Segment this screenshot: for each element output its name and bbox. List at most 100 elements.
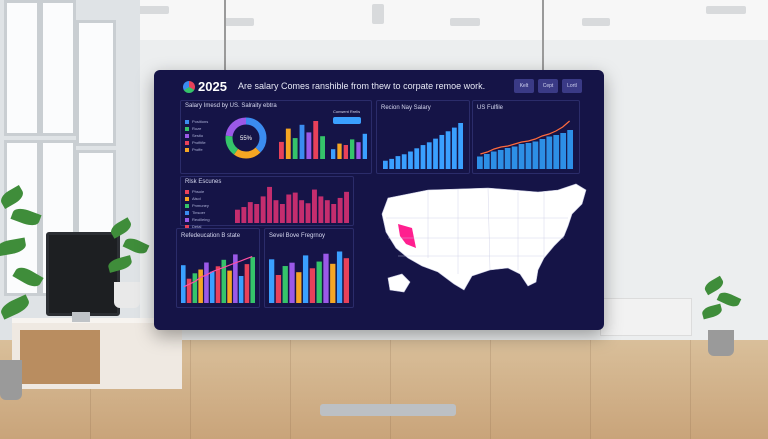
bar xyxy=(181,265,186,303)
bar xyxy=(483,154,490,169)
brand-logo-icon xyxy=(183,81,195,93)
bar xyxy=(395,156,401,169)
bar xyxy=(546,136,553,169)
legend-item: Tinsoer xyxy=(185,210,205,215)
cabinet xyxy=(600,298,692,336)
panel-refedcation: Refedeucation B state xyxy=(176,228,260,308)
us-mainland-shape xyxy=(381,183,587,291)
ceiling-light xyxy=(224,18,254,26)
bar xyxy=(286,194,292,223)
bar xyxy=(233,254,238,303)
header-button-cept[interactable]: Cept xyxy=(538,79,558,93)
bar xyxy=(504,148,511,169)
bar xyxy=(312,189,317,223)
panel-title: Refedeucation B state xyxy=(181,233,241,239)
panel-us-map xyxy=(360,176,600,312)
bar xyxy=(343,258,349,303)
legend-label: Sestio xyxy=(192,133,204,138)
bar xyxy=(316,261,322,303)
bar xyxy=(408,151,413,169)
monitor-stand xyxy=(72,312,90,322)
bar xyxy=(344,191,349,223)
bar xyxy=(306,132,312,159)
bar xyxy=(331,204,337,223)
ceiling-light xyxy=(706,6,746,14)
bar xyxy=(282,266,288,303)
bar xyxy=(305,203,311,223)
ceiling-light xyxy=(582,18,610,26)
panel-title: Salary Imesd by US. Salraity ebtra xyxy=(185,103,277,109)
bar xyxy=(553,135,560,169)
bar xyxy=(518,144,525,169)
bar-chart xyxy=(269,251,349,303)
panel-title: US Fulfile xyxy=(477,105,504,111)
bar xyxy=(309,268,316,303)
bar xyxy=(511,146,518,169)
legend-item: Pnmuney xyxy=(185,203,209,208)
legend-label: Alsol xyxy=(192,196,201,201)
legend-item: Alsol xyxy=(185,196,201,201)
bar xyxy=(254,204,260,223)
legend-swatch xyxy=(185,140,189,145)
legend-item: Reoilleing xyxy=(185,217,210,222)
legend-label: Detal xyxy=(192,224,202,229)
bar xyxy=(458,123,463,169)
bar xyxy=(241,207,247,223)
dashboard-board: 2025 Are salary Comes ranshible from the… xyxy=(154,70,604,330)
legend-item: Phsoie xyxy=(185,189,204,194)
bar xyxy=(331,149,336,159)
header-button-kelt[interactable]: Kelt xyxy=(514,79,534,93)
bar xyxy=(336,251,343,303)
bar xyxy=(567,130,573,169)
trend-line xyxy=(480,120,570,155)
highlighted-state[interactable] xyxy=(398,224,416,248)
legend-label: Reoilleing xyxy=(192,217,210,222)
bar-line-chart xyxy=(477,120,573,169)
legend-swatch xyxy=(185,217,189,222)
bar xyxy=(426,142,432,169)
state-borders xyxy=(386,187,568,274)
bar xyxy=(451,127,457,169)
hanging-wire xyxy=(224,0,226,70)
bar xyxy=(560,133,567,169)
legend-item: Positions xyxy=(185,119,208,124)
bar xyxy=(209,271,215,303)
panel-risk-escunes: Rlsk Escunes Phsoie Alsol Pnmuney Tinsoer Re… xyxy=(180,176,354,229)
panel-region-salary: Recion Nay Salary xyxy=(376,100,470,174)
bar xyxy=(389,158,395,169)
bar xyxy=(420,145,426,169)
bar xyxy=(292,192,298,223)
panel-sevel-bove: Sevel Bove Fregrnoy xyxy=(264,228,354,308)
bar xyxy=(285,128,291,159)
bar xyxy=(186,278,192,303)
bar xyxy=(343,145,348,159)
bar xyxy=(401,154,407,169)
bar xyxy=(279,204,285,223)
legend-label: Positions xyxy=(192,119,209,124)
bar xyxy=(318,196,324,223)
bar xyxy=(490,151,497,169)
legend-label: Roze xyxy=(192,126,202,131)
legend-swatch xyxy=(185,224,189,229)
bar xyxy=(383,160,388,169)
window-pane xyxy=(4,0,40,136)
bar xyxy=(330,263,336,303)
bar xyxy=(238,276,244,303)
bar xyxy=(362,133,367,159)
bar xyxy=(215,266,221,303)
legend-item: Proffe xyxy=(185,147,203,152)
bar xyxy=(439,134,445,169)
us-map[interactable] xyxy=(368,178,594,310)
legend-swatch xyxy=(185,196,189,201)
bar xyxy=(269,259,275,303)
panel-salary-by-us: Salary Imesd by US. Salraity ebtra Posit… xyxy=(180,100,372,174)
bar xyxy=(350,139,355,159)
desk-drawer xyxy=(20,330,100,384)
legend-item: Roze xyxy=(185,126,201,131)
bar xyxy=(275,275,282,303)
header-button-lortl[interactable]: Lortl xyxy=(562,79,582,93)
bar xyxy=(273,200,279,223)
bar xyxy=(433,138,438,169)
mini-label: Conwent Rrelis xyxy=(333,109,361,114)
mini-label-pill xyxy=(333,117,361,124)
